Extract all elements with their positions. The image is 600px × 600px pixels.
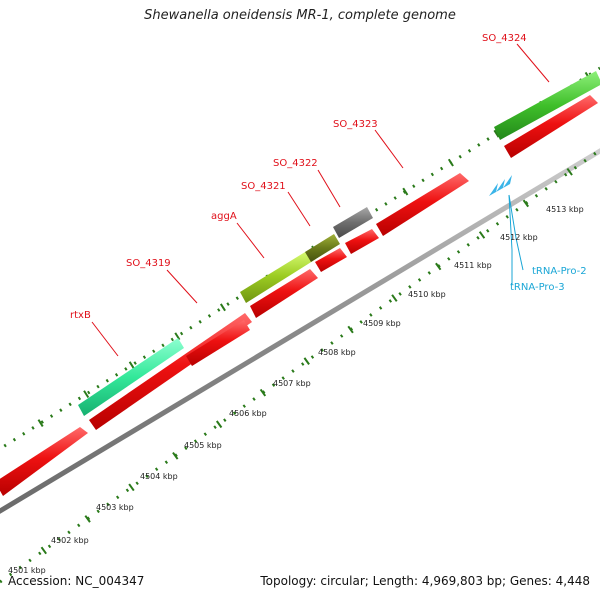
trna-label-pro2[interactable]: tRNA-Pro-2 (532, 266, 587, 277)
scale-tick (128, 483, 135, 492)
genome-summary-text: Topology: circular; Length: 4,969,803 bp… (260, 574, 590, 588)
gene-bar-rtxb[interactable] (78, 338, 184, 416)
gene-label-rtxb[interactable]: rtxB (70, 310, 91, 321)
kbp-label: 4506 kbp (229, 409, 267, 418)
kbp-label: 4508 kbp (318, 348, 356, 357)
scale-tick (347, 325, 354, 334)
gene-label-so4319[interactable]: SO_4319 (126, 258, 171, 269)
gene-label-agga[interactable]: aggA (211, 211, 237, 222)
gene-bar-so4322[interactable] (333, 207, 373, 238)
cds-arrow[interactable] (0, 427, 88, 496)
gene-bar-so4324[interactable] (494, 71, 600, 140)
cds-arrow[interactable] (250, 269, 318, 318)
trna-label-pro3[interactable]: tRNA-Pro-3 (510, 282, 565, 293)
cds-track (0, 95, 598, 496)
cds-arrow[interactable] (376, 173, 469, 236)
trna-leaders (508, 194, 524, 285)
gene-label-so4321[interactable]: SO_4321 (241, 181, 286, 192)
gene-label-so4324[interactable]: SO_4324 (482, 33, 527, 44)
gene-label-so4322[interactable]: SO_4322 (273, 158, 318, 169)
scale-tick (172, 451, 179, 460)
cds-arrow[interactable] (186, 320, 250, 366)
kbp-scale: 4501 kbp 4502 kbp 4503 kbp 4504 kbp 4505… (8, 205, 584, 575)
scale-tick (128, 361, 135, 370)
inner-major-ticks (40, 167, 573, 555)
scale-tick (40, 546, 47, 555)
scale-tick (84, 515, 91, 523)
gene-label-so4323[interactable]: SO_4323 (333, 119, 378, 130)
scale-tick (522, 199, 530, 208)
trna-arrow[interactable] (489, 183, 498, 196)
scale-tick (402, 187, 409, 196)
scale-tick (174, 332, 181, 341)
kbp-label: 4504 kbp (140, 472, 178, 481)
kbp-label: 4505 kbp (184, 441, 222, 450)
trna-markers[interactable] (489, 175, 512, 196)
kbp-label: 4512 kbp (500, 233, 538, 242)
kbp-label: 4503 kbp (96, 503, 134, 512)
kbp-label: 4501 kbp (8, 566, 46, 575)
gene-bar-so4321[interactable] (305, 234, 340, 262)
kbp-label: 4510 kbp (408, 290, 446, 299)
scale-tick (566, 167, 573, 176)
cds-arrow[interactable] (315, 248, 347, 272)
gene-leaders (91, 43, 550, 357)
kbp-label: 4511 kbp (454, 261, 492, 270)
scale-tick (493, 129, 500, 138)
cds-arrow[interactable] (345, 229, 379, 254)
accession-text: Accession: NC_004347 (8, 574, 145, 588)
kbp-label: 4507 kbp (273, 379, 311, 388)
scale-tick (303, 357, 310, 365)
kbp-label: 4513 kbp (546, 205, 584, 214)
map-title: Shewanella oneidensis MR-1, complete gen… (144, 8, 456, 23)
scale-tick (478, 231, 486, 239)
kbp-label: 4502 kbp (51, 536, 89, 545)
scale-tick (447, 158, 454, 167)
scale-tick (37, 419, 44, 427)
scale-tick (83, 390, 90, 399)
scale-tick (435, 262, 442, 271)
scale-tick (215, 420, 223, 429)
cds-arrow[interactable] (504, 95, 598, 158)
genome-backbone (0, 148, 600, 514)
scale-tick (259, 388, 267, 397)
gene-bar-agga[interactable] (240, 249, 316, 303)
trna-arrow[interactable] (496, 179, 505, 192)
trna-arrow[interactable] (503, 175, 512, 188)
scale-tick (219, 303, 226, 312)
kbp-label: 4509 kbp (363, 319, 401, 328)
scale-tick (391, 294, 398, 302)
